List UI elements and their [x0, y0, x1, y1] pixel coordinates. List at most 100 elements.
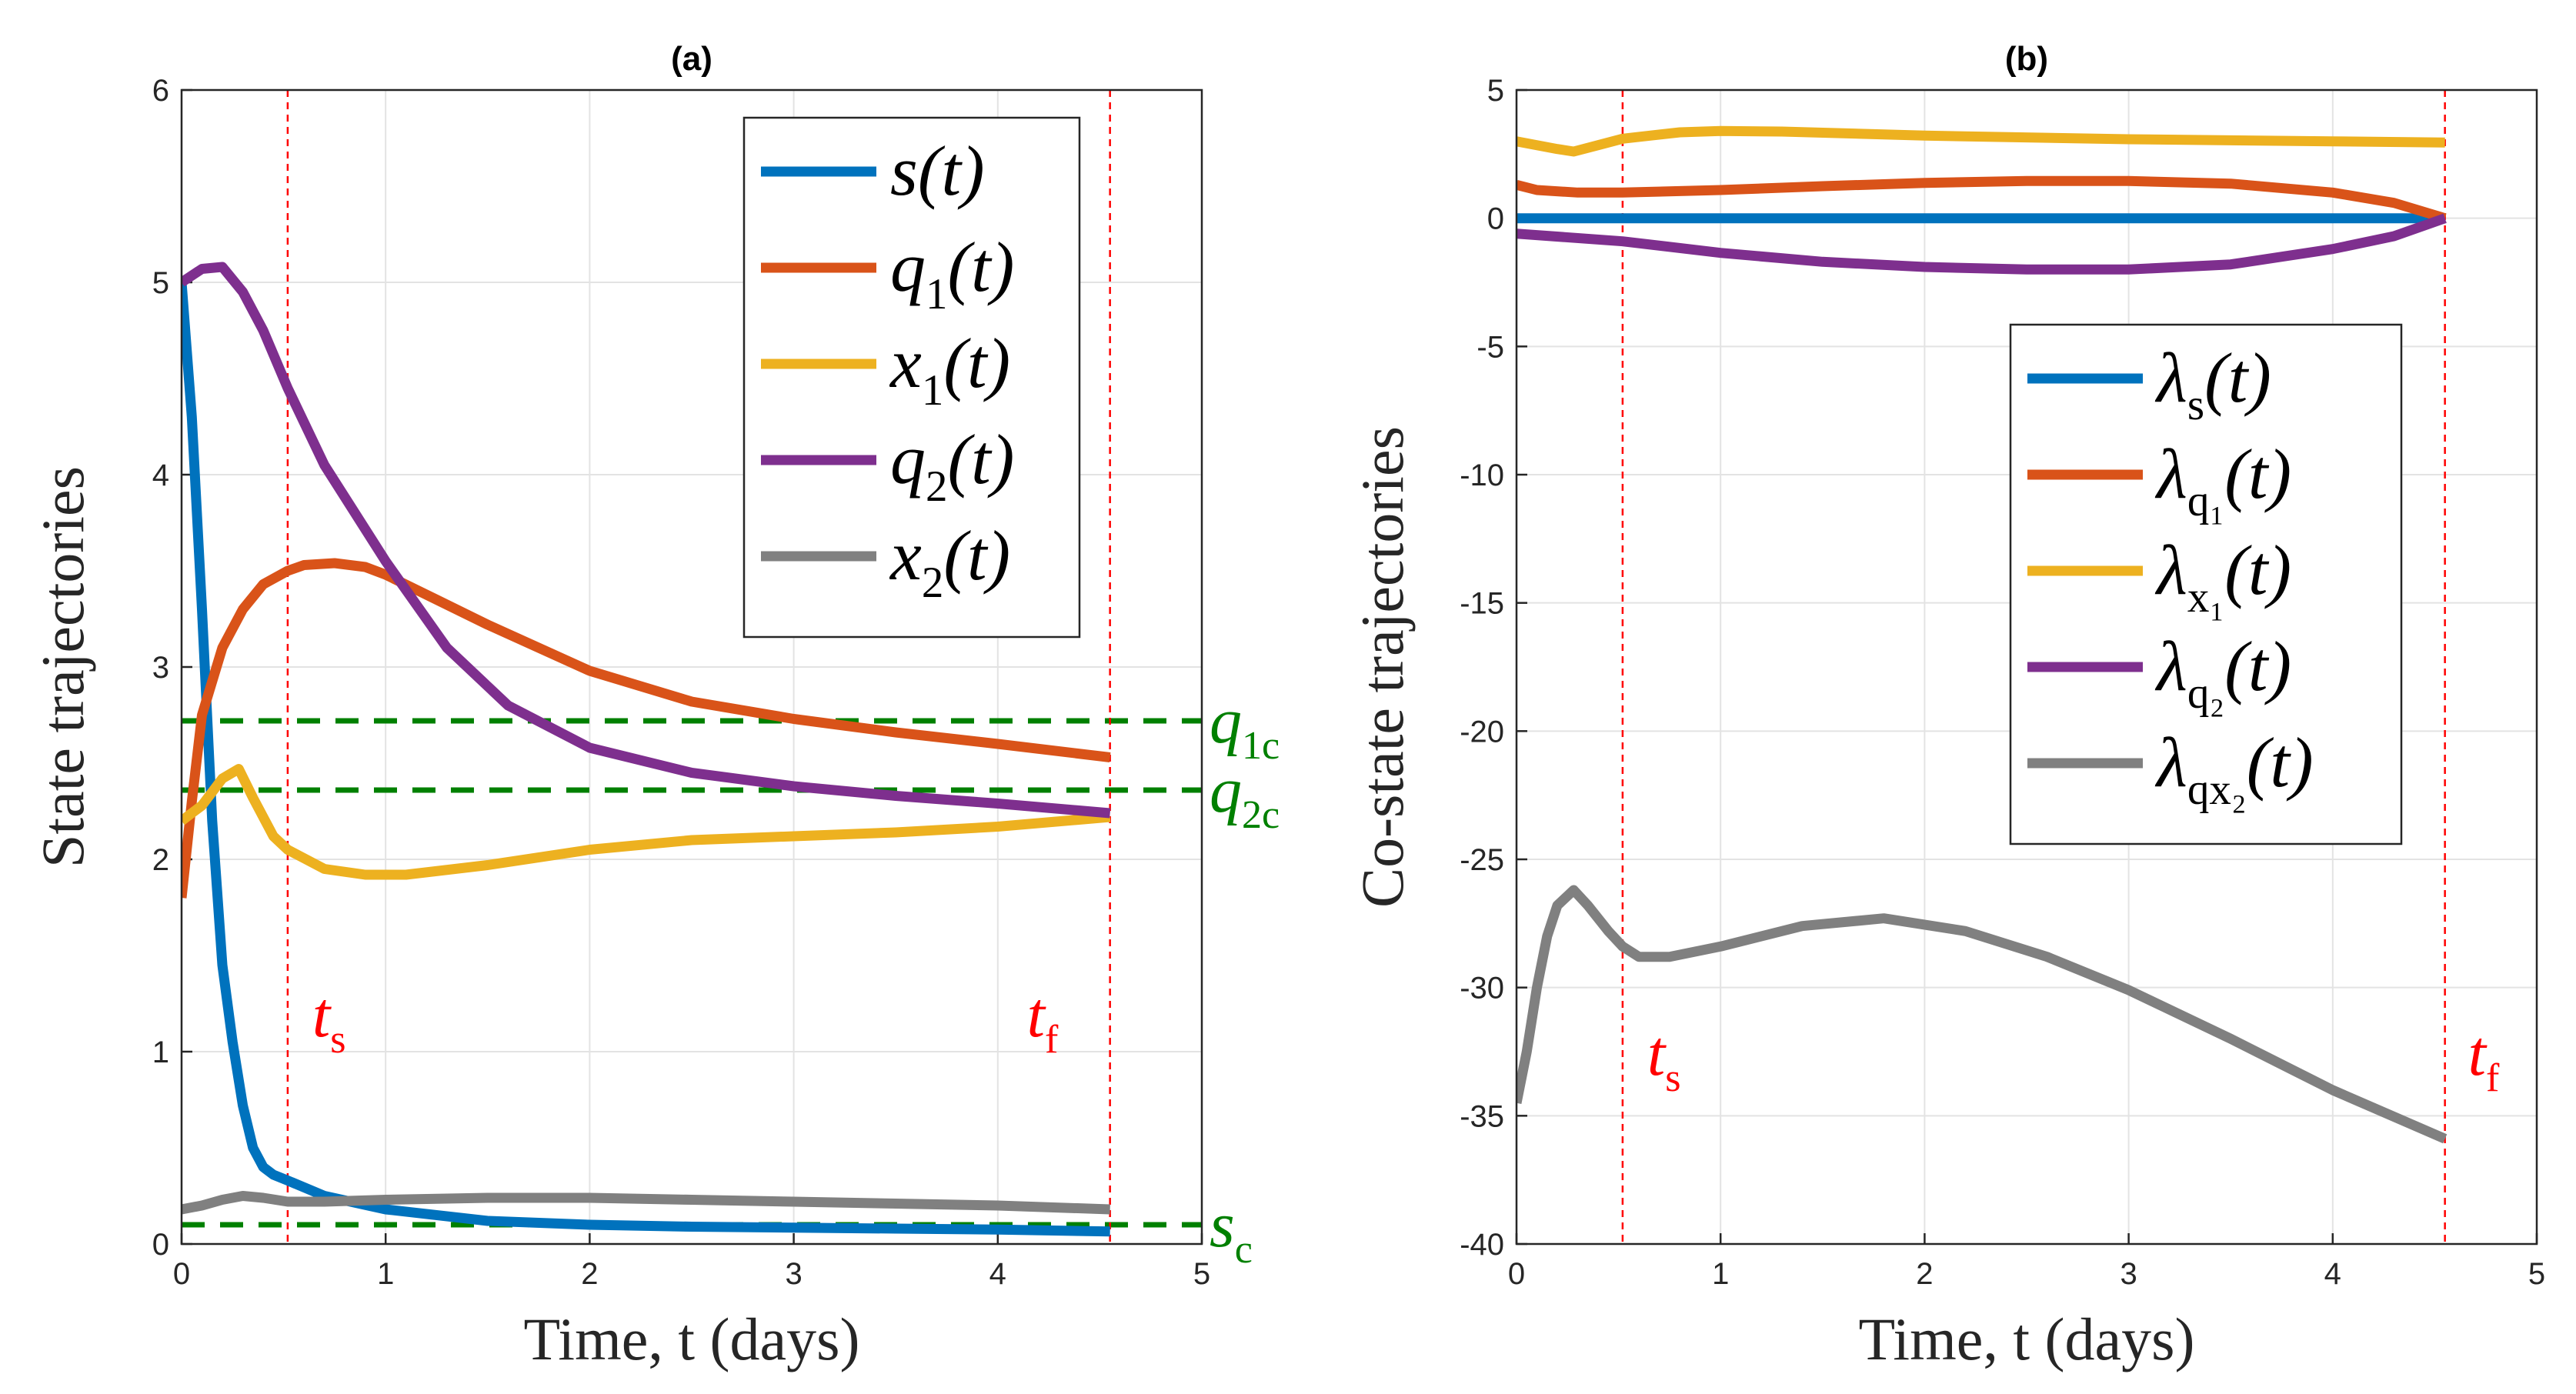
x-tick-label: 1 — [1712, 1257, 1729, 1291]
label-q2c-base: q — [1210, 755, 1242, 826]
legend-box — [2009, 323, 2403, 845]
y-tick-label: 5 — [152, 266, 169, 300]
label-tf-base: t — [1027, 979, 1047, 1051]
series-line-x1-t — [182, 764, 1111, 880]
legend-label-q2-t: q2(t) — [890, 420, 1014, 511]
label-sc-base: s — [1210, 1189, 1235, 1261]
y-tick-label: -40 — [1460, 1228, 1504, 1262]
legend-label-x1-t-rest: (t) — [2224, 531, 2291, 609]
legend-box — [742, 116, 1081, 639]
legend-label-q2-t-rest: (t) — [948, 420, 1015, 499]
label-ts: ts — [312, 979, 346, 1062]
y-tick-label: -35 — [1460, 1099, 1504, 1133]
label-ts-base: t — [1647, 1018, 1667, 1089]
series-line-qx2-t — [1517, 885, 2448, 1144]
legend-label-q2-t-sub: q₂ — [2187, 669, 2224, 718]
legend-label-qx2-t-sub: qx₂ — [2187, 765, 2247, 814]
x-tick-label: 0 — [1508, 1257, 1525, 1291]
legend-label-x1-t: x1(t) — [889, 324, 1010, 415]
y-tick-label: -25 — [1460, 843, 1504, 877]
y-tick-label: 0 — [1487, 202, 1504, 236]
legend: s(t)q1(t)x1(t)q2(t)x2(t) — [742, 116, 1081, 639]
legend-label-s-t: s(t) — [890, 132, 985, 210]
x-axis-label: Time, t (days) — [524, 1306, 860, 1372]
legend-label-x1-t-sub: x₁ — [2187, 573, 2224, 622]
legend-label-x2-t: x2(t) — [889, 516, 1010, 607]
label-sc-sub: c — [1235, 1228, 1253, 1272]
panel-a: 0 1 2 3 4 5 0 1 2 3 4 5 6 (a) Time, t (days) State traj… — [29, 40, 1280, 1372]
legend-label-q2-t-base: q — [890, 420, 926, 499]
legend-label-qx2-t-rest: (t) — [2247, 723, 2314, 802]
label-ts-sub: s — [1665, 1056, 1680, 1100]
y-tick-label: -10 — [1460, 459, 1504, 492]
legend-label-q1-t: λq₁(t) — [2154, 435, 2291, 525]
label-q1c-sub: 1c — [1242, 724, 1280, 768]
label-q1c: q1c — [1210, 685, 1280, 768]
legend: λs(t)λq₁(t)λx₁(t)λq₂(t)λqx₂(t) — [2009, 323, 2403, 845]
series-line-s-t — [182, 282, 1110, 1237]
y-tick-label: 4 — [152, 459, 169, 492]
label-sc: sc — [1210, 1189, 1253, 1272]
legend-label-q1-t: q1(t) — [890, 228, 1014, 318]
legend-label-q2-t: λq₂(t) — [2154, 627, 2291, 718]
legend-label-q1-t-base: λ — [2154, 435, 2187, 513]
panel-title: (b) — [2005, 40, 2048, 78]
legend-label-q1-t-rest: (t) — [2224, 435, 2291, 513]
legend-label-s-t-rest: (t) — [918, 132, 985, 210]
x-tick-label: 4 — [989, 1257, 1006, 1291]
series-line-q1-t — [182, 558, 1111, 899]
label-q2c: q2c — [1210, 755, 1280, 837]
legend-label-x1-t-rest: (t) — [943, 324, 1010, 402]
legend-label-x2-t-base: x — [889, 516, 922, 595]
y-tick-label: 5 — [1487, 74, 1504, 108]
series-line-x2-t — [182, 1191, 1110, 1215]
x-tick-label: 2 — [581, 1257, 598, 1291]
legend-label-q2-t-sub: 2 — [926, 462, 948, 511]
x-tick-label: 4 — [2324, 1257, 2341, 1291]
legend-label-q1-t-sub: 1 — [926, 270, 948, 318]
axes-frame — [180, 88, 1203, 1246]
x-tick-label: 5 — [2528, 1257, 2545, 1291]
x-tick-label: 2 — [1916, 1257, 1933, 1291]
y-tick-label: 1 — [152, 1035, 169, 1069]
legend-label-x1-t-base: λ — [2154, 531, 2187, 609]
legend-label-x2-t-rest: (t) — [943, 516, 1010, 595]
y-axis-label: Co-state trajectories — [1349, 426, 1416, 908]
label-tf-sub: f — [1045, 1018, 1059, 1062]
x-tick-label: 3 — [2120, 1257, 2137, 1291]
legend-label-s-t-base: λ — [2154, 338, 2187, 417]
y-tick-label: 6 — [152, 74, 169, 108]
x-axis-label: Time, t (days) — [1859, 1306, 2195, 1372]
y-tick-label: 2 — [152, 843, 169, 877]
legend-label-x1-t-sub: 1 — [922, 366, 944, 415]
label-ts-base: t — [312, 979, 332, 1051]
series-line-x1-t — [1517, 125, 2445, 157]
series-line-q2-t — [1517, 213, 2447, 275]
axes-frame — [1515, 88, 2538, 1246]
legend-label-q2-t-base: λ — [2154, 627, 2187, 705]
y-tick-label: 0 — [152, 1228, 169, 1262]
label-tf: tf — [1027, 979, 1059, 1062]
series-line-q1-t — [1517, 175, 2447, 223]
x-tick-label: 5 — [1193, 1257, 1210, 1291]
label-tf-sub: f — [2486, 1056, 2500, 1100]
legend-label-q1-t-rest: (t) — [948, 228, 1015, 306]
label-tf-base: t — [2468, 1018, 2488, 1089]
label-q1c-base: q — [1210, 685, 1242, 757]
label-tf: tf — [2468, 1018, 2500, 1100]
panel-b: 0 1 2 3 4 5 5 0 -5 -10 -15 -20 -25 -30 -35 -40 (b) Time, … — [1349, 40, 2545, 1372]
legend-label-qx2-t: λqx₂(t) — [2154, 723, 2314, 814]
y-axis-label: State trajectories — [29, 466, 96, 868]
y-tick-label: -15 — [1460, 587, 1504, 621]
legend-label-q2-t-rest: (t) — [2224, 627, 2291, 705]
legend-label-x2-t-sub: 2 — [922, 559, 944, 607]
legend-label-s-t: λs(t) — [2154, 338, 2271, 429]
legend-label-qx2-t-base: λ — [2154, 723, 2187, 802]
y-tick-label: -5 — [1477, 330, 1504, 364]
x-tick-label: 0 — [173, 1257, 190, 1291]
x-tick-label: 3 — [785, 1257, 802, 1291]
legend-label-x1-t-base: x — [889, 324, 922, 402]
label-ts-sub: s — [330, 1018, 345, 1062]
legend-label-s-t-sub: s — [2187, 381, 2204, 429]
